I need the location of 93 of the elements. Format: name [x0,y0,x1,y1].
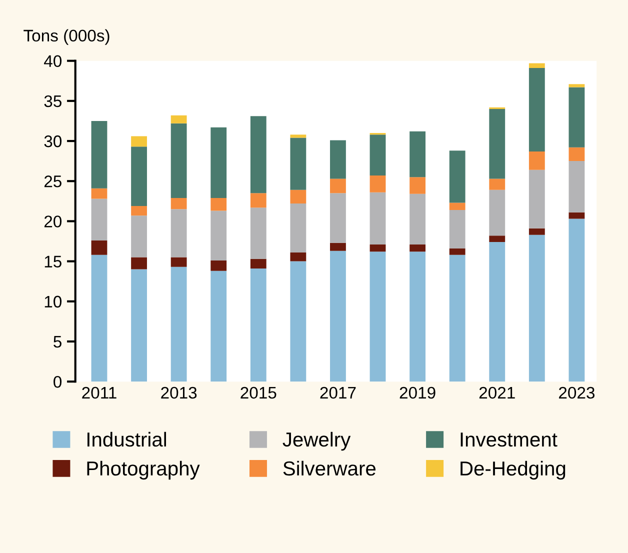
bar [290,138,306,190]
bar [131,269,147,382]
bar [370,192,386,244]
bar [91,120,108,188]
bar [250,208,266,259]
bar [489,242,506,382]
bar [568,147,585,162]
bar [489,178,506,190]
bar [410,177,426,194]
y-tick-label: 5 [54,336,62,348]
bar [449,210,466,248]
bar [489,108,506,179]
x-tick-label: 2013 [161,386,197,399]
bar [568,87,585,148]
bar [210,210,227,260]
bar [449,202,466,210]
bar [170,266,187,382]
bar [568,161,585,212]
bar [250,116,266,194]
bar [370,134,386,176]
legend-label: Photography [87,460,200,480]
bar [330,242,346,251]
bar [370,252,386,382]
bar [210,270,227,382]
bar [489,190,506,236]
y-tick-label: 20 [44,216,62,228]
bar [290,261,306,382]
bar [528,63,545,68]
bar [131,136,147,147]
bar [170,123,187,198]
bar [131,206,147,216]
bar [528,151,545,170]
x-tick-label: 2021 [479,386,515,399]
bar [91,240,108,255]
legend-label: Industrial [87,432,166,447]
bar [410,244,426,252]
x-tick-label: 2011 [82,386,116,399]
bar [250,193,266,208]
bar [250,268,266,382]
bar [290,190,306,204]
bar [131,146,147,206]
x-tick-label: 2023 [559,386,595,399]
bar [210,260,227,271]
bar [449,254,466,382]
x-tick-label: 2015 [240,386,276,399]
bar [210,127,227,198]
bar [250,258,266,269]
bar [568,212,585,219]
bar [290,252,306,262]
bar [410,252,426,382]
legend-label: De-Hedging [460,460,566,480]
bar [528,234,545,382]
bar [370,175,386,192]
y-tick-label: 15 [44,256,62,268]
bar [449,150,466,203]
y-tick-label: 10 [44,296,62,308]
x-tick-label: 2019 [400,386,436,399]
bar [330,178,346,194]
bar [91,198,108,240]
bar [330,140,346,179]
bar [290,134,306,138]
bar [330,250,346,382]
bar [528,68,545,152]
bar [528,228,545,235]
bar [290,204,306,252]
bar [131,216,147,258]
y-tick-label: 30 [44,135,62,148]
y-tick-label: 35 [44,95,62,108]
bar [91,254,108,382]
bar [410,131,426,178]
bar [528,170,545,228]
bar [170,198,187,210]
bar [370,244,386,252]
x-tick-label: 2017 [320,386,356,399]
bar [131,257,147,270]
bar [568,218,585,382]
bar [170,257,187,267]
bar [568,84,585,88]
bar [489,236,506,242]
y-tick-label: 0 [54,376,62,388]
y-tick-label: 25 [44,176,62,188]
legend-label: Investment [460,432,558,447]
bar [170,115,187,124]
bar [449,248,466,255]
bar [170,209,187,258]
y-tick-label: 40 [44,55,62,68]
bar [210,198,227,211]
y-axis-title: Tons (000s) [24,29,110,45]
bar [91,188,108,199]
legend-label: Jewelry [282,432,351,451]
bar [410,194,426,244]
bar [330,193,346,243]
legend-label: Silverware [283,460,376,476]
